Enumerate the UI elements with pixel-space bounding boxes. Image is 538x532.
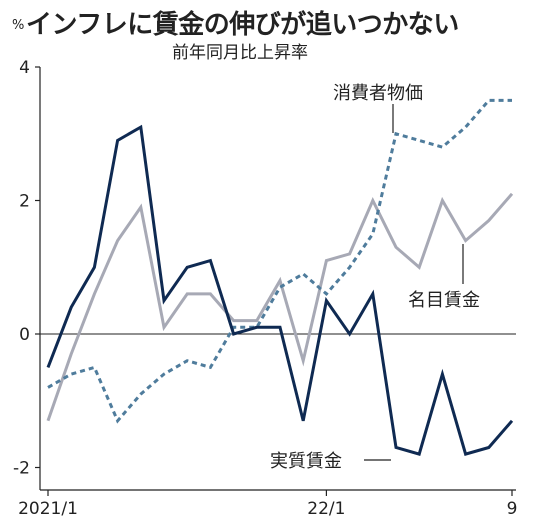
y-unit-label: % — [12, 18, 25, 33]
series-line-nominal-wage — [46, 192, 514, 422]
y-tick-label: -2 — [13, 459, 30, 479]
series-line-real-wage — [46, 124, 514, 456]
y-tick-label: 4 — [19, 58, 30, 78]
chart-subtitle: 前年同月比上昇率 — [172, 43, 308, 63]
series-label-nominal: 名目賃金 — [408, 290, 480, 311]
series-label-real: 実質賃金 — [270, 451, 342, 472]
chart-series — [46, 98, 514, 461]
x-tick-label: 2021/1 — [18, 499, 78, 519]
x-tick-label: 9 — [507, 499, 518, 519]
chart-annotations: 消費者物価 名目賃金 実質賃金 — [270, 83, 480, 472]
y-tick-label: 0 — [19, 325, 30, 345]
series-line-cpi — [47, 98, 512, 424]
chart-axes: 4 2 0 -2 2021/1 22/1 9 — [13, 58, 517, 519]
chart-title: インフレに賃金の伸びが追いつかない — [26, 10, 459, 40]
series-label-cpi: 消費者物価 — [333, 83, 423, 104]
y-tick-label: 2 — [19, 192, 30, 212]
x-tick-label: 22/1 — [307, 499, 345, 519]
